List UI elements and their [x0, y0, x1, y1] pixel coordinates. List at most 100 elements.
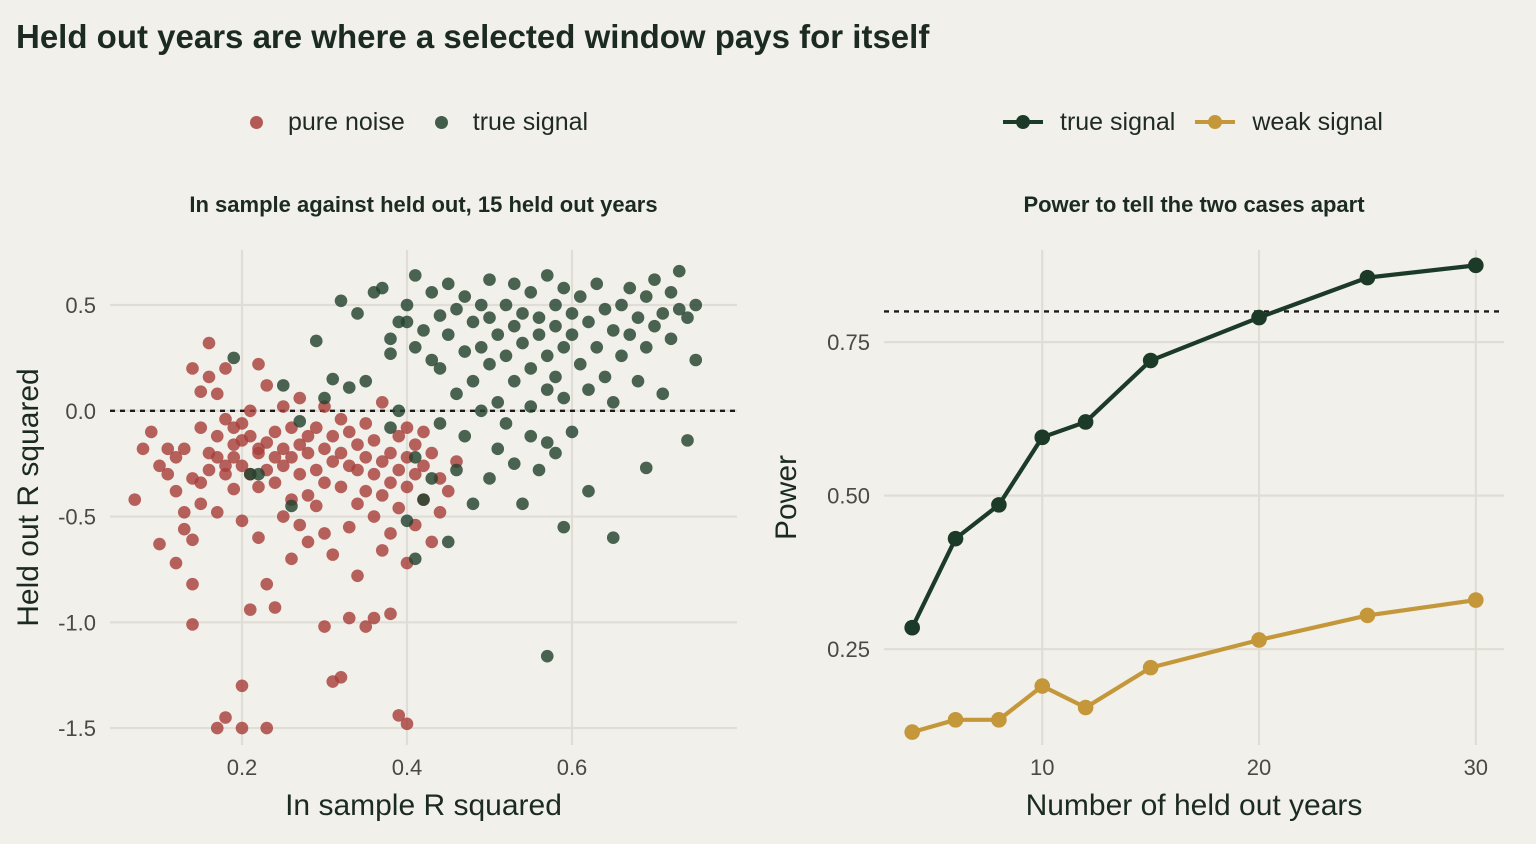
scatter-point [219, 459, 232, 473]
scatter-point [235, 514, 249, 528]
scatter-point [433, 362, 447, 375]
scatter-point [342, 520, 356, 534]
scatter-point [524, 362, 538, 375]
line-point-true-signal [991, 497, 1007, 513]
legend-swatch-signal [434, 115, 448, 129]
scatter-point [326, 429, 340, 443]
scatter-point [639, 341, 653, 354]
scatter-point [128, 493, 142, 506]
scatter-point [425, 446, 439, 460]
scatter-point [161, 467, 175, 481]
line-point-weak-signal [1077, 699, 1094, 716]
power-x-tick-label: 30 [1464, 755, 1488, 780]
scatter-point [400, 421, 414, 434]
scatter-point [458, 429, 472, 443]
scatter-point [582, 484, 595, 498]
scatter-point [318, 476, 331, 489]
scatter-point [466, 315, 480, 329]
line-point-weak-signal [1034, 678, 1051, 694]
scatter-point [549, 370, 562, 384]
scatter-point [342, 425, 356, 439]
scatter-point [334, 446, 348, 460]
scatter-point [507, 319, 521, 333]
scatter-point [557, 391, 571, 405]
legend-label-true-signal-line: true signal [1060, 107, 1176, 136]
scatter-y-tick-label: -1.5 [58, 716, 96, 741]
scatter-point [186, 577, 199, 591]
scatter-point [540, 349, 554, 363]
scatter-point [392, 404, 406, 418]
scatter-point [293, 415, 307, 428]
scatter-point [474, 298, 488, 312]
scatter-point [375, 281, 389, 295]
legend-label-signal: true signal [472, 107, 589, 136]
line-true-signal [910, 263, 1477, 629]
scatter-point [334, 480, 348, 494]
scatter-point [227, 451, 241, 464]
scatter-point [524, 429, 538, 443]
line-point-weak-signal [1142, 659, 1159, 676]
scatter-point [210, 429, 224, 443]
scatter-point [450, 387, 463, 401]
scatter-point [367, 467, 381, 481]
scatter-point [631, 311, 645, 324]
scatter-point [524, 400, 538, 413]
scatter-point [516, 307, 529, 320]
scatter-point [326, 548, 340, 561]
legend-label-weak-signal-line: weak signal [1252, 107, 1383, 136]
scatter-point [672, 264, 686, 278]
scatter-point [392, 429, 406, 443]
scatter-point [681, 434, 694, 447]
scatter-point [235, 417, 249, 430]
scatter-point [615, 298, 628, 312]
scatter-point [524, 286, 538, 299]
scatter-point [384, 332, 397, 346]
line-point-true-signal [1077, 414, 1094, 430]
scatter-point [268, 425, 282, 439]
scatter-point [169, 451, 183, 464]
scatter-point [293, 391, 307, 405]
scatter-point [243, 404, 257, 418]
scatter-point [359, 620, 373, 633]
scatter-point [400, 298, 414, 312]
scatter-point [186, 533, 199, 547]
scatter-point [243, 429, 257, 443]
scatter-point [681, 311, 694, 324]
scatter-point [483, 357, 496, 371]
legend-swatch-true-signal-line [1003, 115, 1043, 129]
scatter-point [639, 461, 653, 475]
scatter-point [557, 341, 571, 354]
scatter-point [210, 451, 224, 464]
line-point-weak-signal [1468, 592, 1484, 608]
scatter-point [260, 436, 274, 449]
scatter-point [276, 400, 290, 413]
scatter-chart: 0.2 0.4 0.6 -1.5 -1.0 -0.5 0.0 0.5 In sample aga… [12, 192, 737, 822]
scatter-point [384, 476, 397, 489]
scatter-point [144, 425, 158, 439]
scatter-point [334, 294, 348, 308]
scatter-subplot-title: In sample against held out, 15 held out … [189, 192, 657, 217]
scatter-point [342, 611, 356, 625]
line-point-true-signal [947, 530, 964, 547]
legend-item-pure-noise: pure noise [250, 108, 405, 137]
scatter-point [235, 459, 249, 473]
scatter-point [532, 328, 546, 341]
power-x-tick-label: 10 [1030, 755, 1054, 780]
scatter-x-tick-label: 0.2 [227, 755, 258, 780]
line-point-true-signal [904, 619, 920, 636]
scatter-point [202, 463, 216, 477]
scatter-point [450, 302, 463, 316]
scatter-point [252, 531, 265, 544]
scatter-point [565, 328, 579, 341]
scatter-y-axis-label: Held out R squared [12, 368, 45, 627]
scatter-point [186, 618, 199, 631]
line-point-true-signal [1468, 257, 1484, 274]
power-x-tick-label: 20 [1247, 755, 1271, 780]
scatter-point [392, 463, 406, 477]
scatter-point [227, 351, 241, 365]
scatter-point [136, 442, 150, 456]
scatter-point [276, 459, 290, 473]
scatter-point [202, 370, 216, 384]
scatter-point [557, 281, 571, 295]
figure-title: Held out years are where a selected wind… [16, 18, 930, 55]
